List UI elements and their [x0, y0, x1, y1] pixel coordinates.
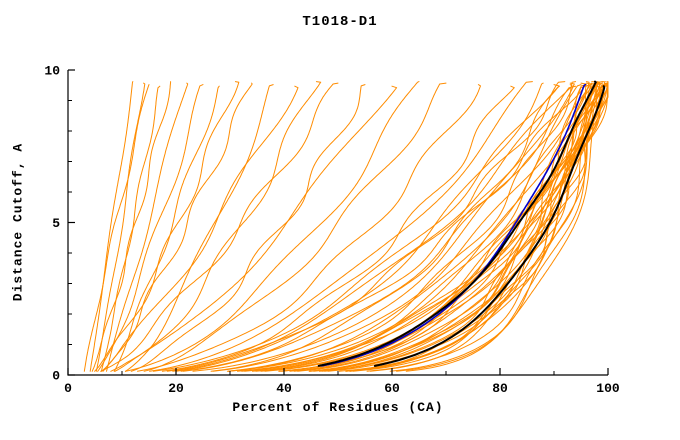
predicted-models-curve [166, 81, 566, 372]
predicted-models-curve [210, 85, 560, 372]
y-tick-label: 10 [44, 64, 60, 79]
predicted-models-curve [100, 85, 299, 372]
x-axis-label: Percent of Residues (CA) [232, 400, 444, 415]
predicted-models-curve [114, 81, 322, 372]
predicted-models-curve [83, 84, 150, 372]
predicted-models-curve [113, 85, 220, 372]
predicted-models-curve [180, 82, 587, 372]
y-tick-label: 5 [52, 216, 60, 231]
predicted-models-curve [143, 82, 447, 372]
predicted-models-curve [192, 82, 575, 372]
predicted-models-curve [226, 81, 577, 372]
predicted-models-curve [102, 82, 253, 372]
predicted-models-curve [97, 84, 204, 372]
predicted-models-curve [241, 85, 605, 372]
x-tick-label: 0 [64, 381, 72, 396]
x-tick-label: 80 [492, 381, 508, 396]
predicted-models-curve [125, 81, 420, 372]
plot-title: T1018-D1 [302, 14, 378, 30]
predicted-models-curve [352, 81, 609, 372]
highlighted-models-black-curve [317, 80, 597, 367]
predicted-models-curve [405, 82, 609, 372]
highlighted-model-blue-curve [321, 83, 587, 367]
x-tick-label: 20 [168, 381, 184, 396]
predicted-models-curve [106, 82, 189, 372]
y-tick-label: 0 [52, 369, 60, 384]
predicted-models-curve [324, 84, 587, 372]
predicted-models-curve [182, 85, 577, 372]
predicted-models-curve [100, 82, 339, 372]
predicted-models-curve [244, 84, 607, 372]
predicted-models-curve [172, 84, 573, 372]
predicted-models-curve [130, 84, 366, 372]
predicted-models-curve [95, 82, 146, 372]
predicted-models-curve [308, 82, 608, 372]
predicted-models-curve [149, 81, 533, 372]
predicted-models-curve [89, 81, 134, 372]
predicted-models-curve [228, 84, 582, 372]
predicted-models-curve [124, 84, 274, 372]
x-tick-label: 100 [596, 381, 620, 396]
predicted-models-curve [110, 85, 398, 372]
x-tick-label: 40 [276, 381, 292, 396]
predicted-models-curve [152, 84, 560, 372]
predicted-models-curve [308, 85, 607, 372]
predicted-models-curve [161, 85, 515, 372]
highlighted-models-black-curve [373, 85, 606, 367]
predicted-models-curve [94, 81, 240, 372]
predicted-models-curve [91, 81, 172, 372]
predicted-models-curve [278, 84, 609, 372]
predicted-models-curve [327, 85, 609, 372]
predicted-models-curve [175, 82, 544, 372]
x-tick-label: 60 [384, 381, 400, 396]
predicted-models-curve [137, 84, 481, 372]
